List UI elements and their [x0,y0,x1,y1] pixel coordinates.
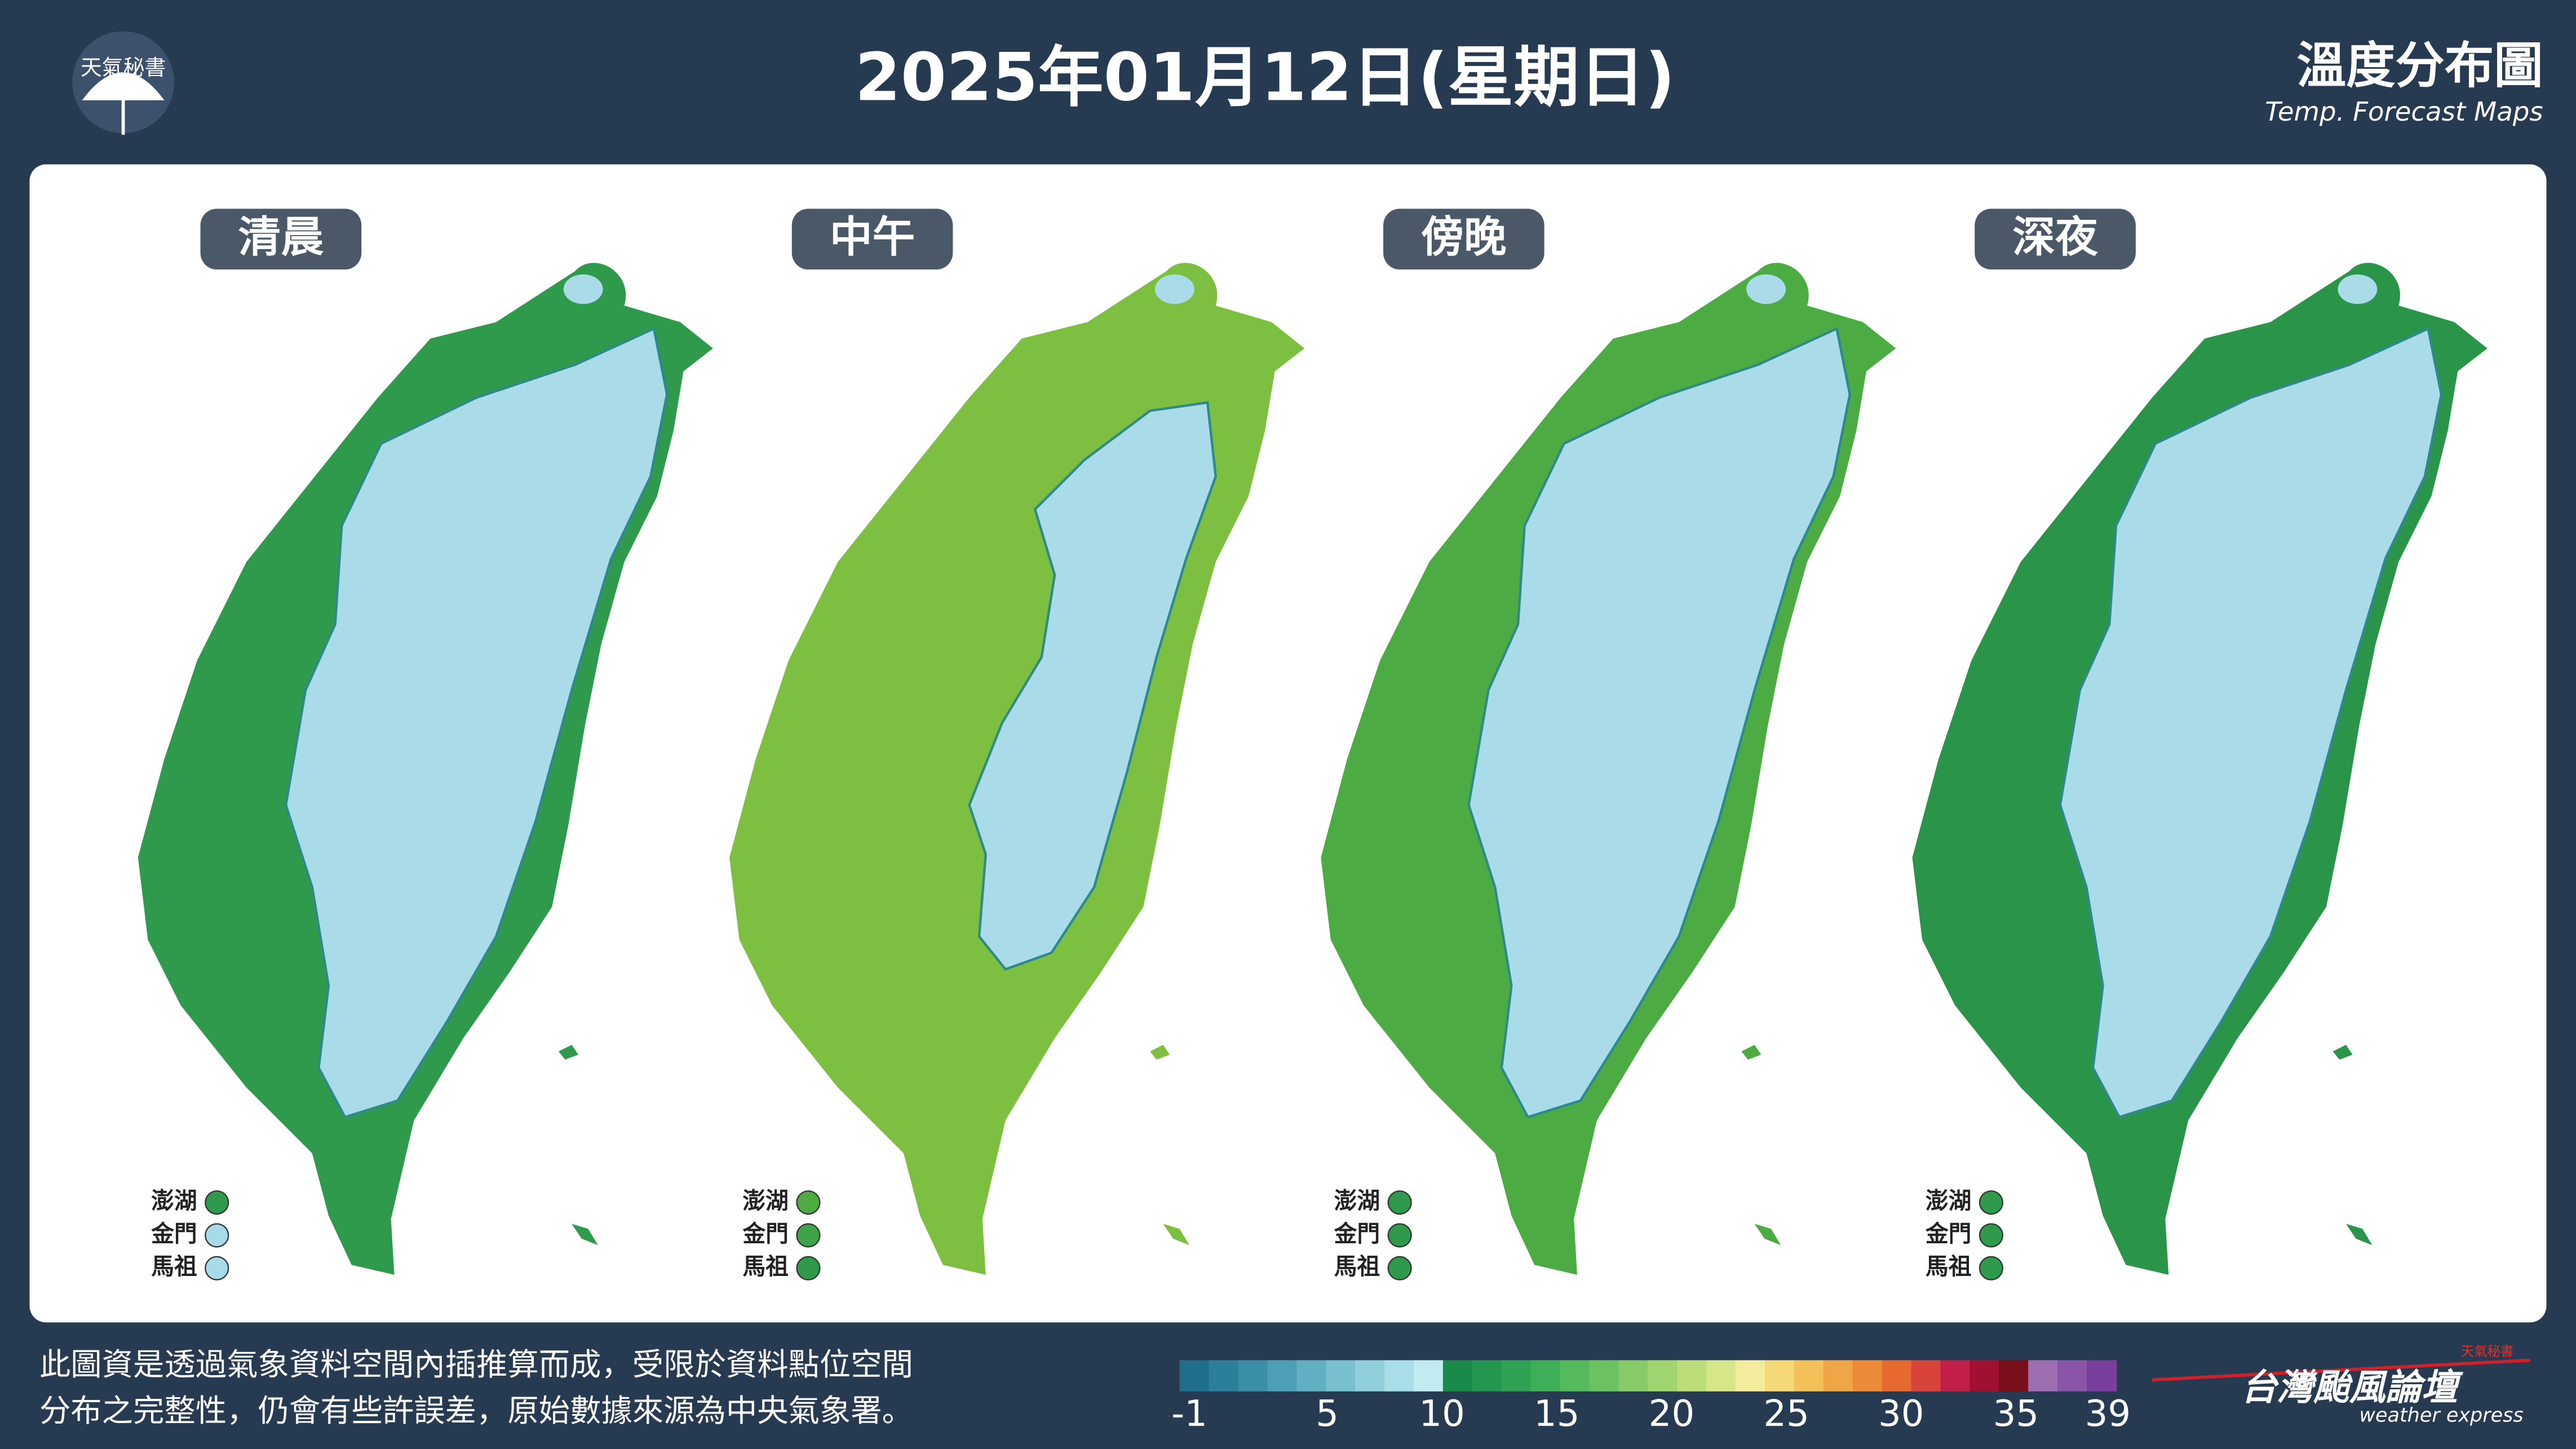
island-dot [1387,1190,1412,1215]
colorbar-step [2057,1360,2088,1392]
island-name: 馬祖 [151,1253,197,1280]
island-name: 馬祖 [1926,1253,1972,1280]
colorbar-step [1736,1360,1766,1392]
colorbar-tick-label: 15 [1534,1393,1580,1435]
colorbar-step [1413,1360,1444,1392]
island-name: 馬祖 [1334,1253,1380,1280]
colorbar-step [1238,1360,1268,1392]
logo-umbrella [82,72,165,135]
brand-line [2152,1358,2530,1382]
colorbar-tick-label: -1 [1171,1393,1207,1435]
colorbar-step [1472,1360,1503,1392]
island-name: 金門 [1925,1220,1972,1247]
period-badge [1383,209,1544,270]
colorbar-step [1882,1360,1912,1392]
island-name: 馬祖 [742,1253,789,1280]
brand-badge: 天氣秘書 [2461,1344,2513,1359]
colorbar-step [1823,1360,1854,1392]
map-title: 溫度分布圖 [2297,37,2543,95]
colorbar-step [1296,1360,1327,1392]
period-badge [200,209,362,270]
colorbar-step [1618,1360,1649,1392]
island-name: 澎湖 [151,1187,197,1215]
brand-name: 台灣颱風論壇 [2241,1366,2463,1408]
colorbar-step [1764,1360,1795,1392]
island-dot [1979,1256,2003,1280]
colorbar-step [1589,1360,1619,1392]
island-dot [1979,1190,2003,1215]
colorbar-step [1355,1360,1386,1392]
colorbar-step [1677,1360,1707,1392]
colorbar-tick-label: 20 [1649,1393,1695,1435]
island-dot [796,1256,821,1280]
island-name: 金門 [1334,1220,1380,1247]
colorbar-step [1999,1360,2029,1392]
brand-tagline: weather express [2359,1404,2523,1427]
colorbar-step [1560,1360,1590,1392]
island-name: 澎湖 [742,1187,789,1215]
period-badge [1975,209,2136,270]
footnote: 此圖資是透過氣象資料空間內插推算而成，受限於資料點位空間 [39,1347,913,1383]
colorbar-tick-label: 5 [1316,1393,1339,1435]
island-name: 金門 [151,1220,197,1247]
colorbar-step [1530,1360,1561,1392]
colorbar-step [1852,1360,1883,1392]
colorbar-step [1911,1360,1941,1392]
colorbar-step [2087,1360,2117,1392]
island-dot [796,1223,821,1248]
colorbar-step [1179,1360,1210,1392]
north-peak [1154,274,1194,304]
island-name: 金門 [742,1220,789,1247]
north-peak [1746,274,1786,304]
island-dot [1387,1256,1412,1280]
colorbar-tick-label: 30 [1878,1393,1924,1435]
colorbar-step [1209,1360,1239,1392]
period-label: 中午 [830,212,915,262]
colorbar-tick-label: 10 [1419,1393,1465,1435]
footnote: 分布之完整性，仍會有些許誤差，原始數據來源為中央氣象署。 [39,1393,913,1429]
period-label: 傍晚 [1421,212,1507,262]
colorbar-step [1267,1360,1298,1392]
north-peak [563,274,603,304]
colorbar-step [2028,1360,2059,1392]
colorbar-step [1384,1360,1415,1392]
colorbar-step [1442,1360,1473,1392]
island-dot [205,1190,229,1215]
colorbar-tick-label: 25 [1763,1393,1809,1435]
island-dot [205,1223,229,1248]
period-label: 清晨 [238,212,324,262]
colorbar-step [1326,1360,1356,1392]
period-label: 深夜 [2012,212,2098,262]
colorbar: -1 5 10 15 20 25 30 35 39 [1171,1360,2131,1435]
island-name: 澎湖 [1926,1187,1972,1215]
island-name: 澎湖 [1334,1187,1380,1215]
colorbar-step [1969,1360,2000,1392]
colorbar-tick-label: 35 [1993,1393,2039,1435]
island-dot [1387,1223,1412,1248]
colorbar-step [1940,1360,1971,1392]
logo-text: 天氣秘書 [81,55,166,80]
colorbar-tick-label: 39 [2085,1393,2131,1435]
map-subtitle: Temp. Forecast Maps [2265,96,2543,127]
period-badge [791,209,953,270]
colorbar-step [1648,1360,1678,1392]
island-dot [1979,1223,2003,1248]
north-peak [2338,274,2378,304]
title: 2025年01月12日(星期日) [855,40,1675,116]
island-dot [796,1190,821,1215]
colorbar-step [1501,1360,1532,1392]
colorbar-step [1794,1360,1825,1392]
colorbar-step [1706,1360,1737,1392]
island-dot [205,1256,229,1280]
